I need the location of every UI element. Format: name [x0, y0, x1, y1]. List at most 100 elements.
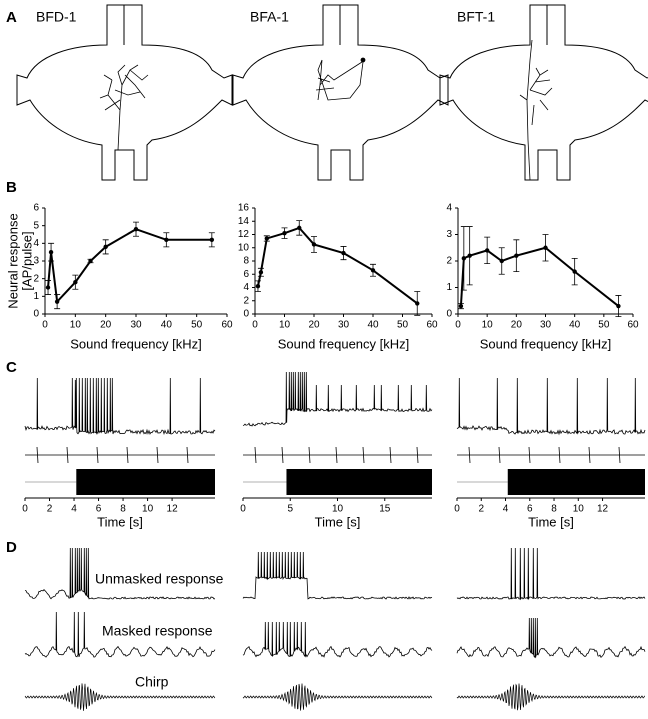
cell-name: BFT-1 — [457, 9, 495, 25]
y-tick-label: 6 — [243, 269, 249, 280]
x-tick-label: 30 — [130, 320, 142, 331]
stimulus-noise — [507, 469, 645, 495]
x-tick-label: 10 — [142, 504, 154, 515]
y-tick-label: 2 — [446, 256, 452, 267]
data-point — [103, 244, 108, 250]
y-tick-label: 3 — [33, 256, 39, 267]
data-point — [45, 285, 51, 290]
y-axis-label: [AP/pulse] — [19, 231, 34, 290]
cell-name: BFD-1 — [36, 9, 77, 25]
x-tick-label: 15 — [379, 504, 391, 515]
y-tick-label: 0 — [446, 309, 452, 320]
y-tick-label: 1 — [33, 291, 39, 302]
data-point — [258, 270, 264, 275]
x-tick-label: 0 — [454, 504, 460, 515]
data-point — [48, 249, 54, 255]
x-tick-label: 0 — [455, 320, 461, 331]
x-tick-label: 6 — [527, 504, 533, 515]
y-tick-label: 12 — [238, 229, 250, 240]
trace — [456, 377, 646, 436]
neuron-drawing — [519, 39, 553, 181]
data-point — [543, 245, 548, 250]
data-point — [499, 258, 504, 264]
chirp — [24, 683, 216, 711]
chirp — [456, 683, 646, 711]
y-tick-label: 10 — [238, 242, 250, 253]
data-point — [264, 236, 269, 241]
data-point — [616, 303, 621, 309]
x-tick-label: 20 — [308, 320, 320, 331]
data-point — [282, 230, 287, 236]
y-tick-label: 16 — [238, 203, 250, 214]
x-tick-label: 60 — [221, 320, 233, 331]
x-tick-label: 0 — [240, 504, 246, 515]
data-point — [484, 248, 490, 253]
x-axis-label: Sound frequency [kHz] — [480, 336, 612, 351]
data-point — [164, 237, 169, 242]
trace — [242, 621, 433, 658]
x-tick-label: 40 — [569, 320, 581, 331]
trace — [456, 547, 646, 601]
data-point — [370, 268, 376, 273]
x-tick-label: 4 — [71, 504, 77, 515]
x-tick-label: 20 — [511, 320, 523, 331]
chirp — [242, 683, 433, 711]
x-axis-label: Sound frequency [kHz] — [278, 336, 410, 351]
pulse-train — [457, 446, 645, 464]
x-axis-label: Time [s] — [528, 514, 574, 529]
y-tick-label: 0 — [243, 309, 249, 320]
y-tick-label: 6 — [33, 203, 39, 214]
data-point — [209, 237, 215, 242]
x-tick-label: 0 — [42, 320, 48, 331]
data-point — [88, 258, 93, 264]
x-tick-label: 50 — [191, 320, 203, 331]
x-tick-label: 2 — [478, 504, 484, 515]
data-point — [73, 280, 78, 285]
y-tick-label: 8 — [243, 256, 249, 267]
y-tick-label: 14 — [238, 216, 250, 227]
x-tick-label: 60 — [627, 320, 639, 331]
y-tick-label: 2 — [33, 273, 39, 284]
brain-outline — [16, 4, 233, 181]
data-point — [311, 242, 317, 247]
x-tick-label: 12 — [597, 504, 609, 515]
data-point — [255, 283, 261, 289]
data-line — [459, 246, 620, 307]
trace — [24, 377, 216, 436]
x-tick-label: 40 — [161, 320, 173, 331]
y-tick-label: 3 — [446, 229, 452, 240]
stimulus-noise — [286, 469, 432, 495]
x-tick-label: 12 — [167, 504, 179, 515]
x-tick-label: 5 — [287, 504, 293, 515]
data-point — [341, 250, 346, 256]
x-tick-label: 8 — [551, 504, 557, 515]
cell-name: BFA-1 — [250, 9, 289, 25]
x-tick-label: 10 — [332, 504, 344, 515]
data-point — [461, 256, 467, 261]
trace-label: Chirp — [135, 674, 169, 690]
x-tick-label: 30 — [338, 320, 350, 331]
neuron-drawing — [99, 64, 149, 151]
panel-label: B — [6, 179, 17, 196]
brain-outline — [232, 4, 449, 181]
x-tick-label: 10 — [573, 504, 585, 515]
x-tick-label: 8 — [120, 504, 126, 515]
pulse-train — [25, 446, 215, 464]
data-line — [47, 228, 212, 304]
pulse-train — [243, 446, 432, 464]
data-line — [256, 226, 418, 305]
trace — [24, 547, 216, 600]
x-tick-label: 0 — [252, 320, 258, 331]
panel-label: D — [6, 539, 17, 556]
panel-label: C — [6, 359, 17, 376]
y-tick-label: 1 — [446, 282, 452, 293]
y-tick-label: 2 — [243, 295, 249, 306]
data-point — [467, 253, 472, 258]
x-axis-label: Time [s] — [315, 514, 361, 529]
y-tick-label: 4 — [243, 282, 249, 293]
data-point — [415, 301, 420, 306]
x-tick-label: 2 — [47, 504, 53, 515]
x-tick-label: 40 — [367, 320, 379, 331]
x-tick-label: 10 — [70, 320, 82, 331]
